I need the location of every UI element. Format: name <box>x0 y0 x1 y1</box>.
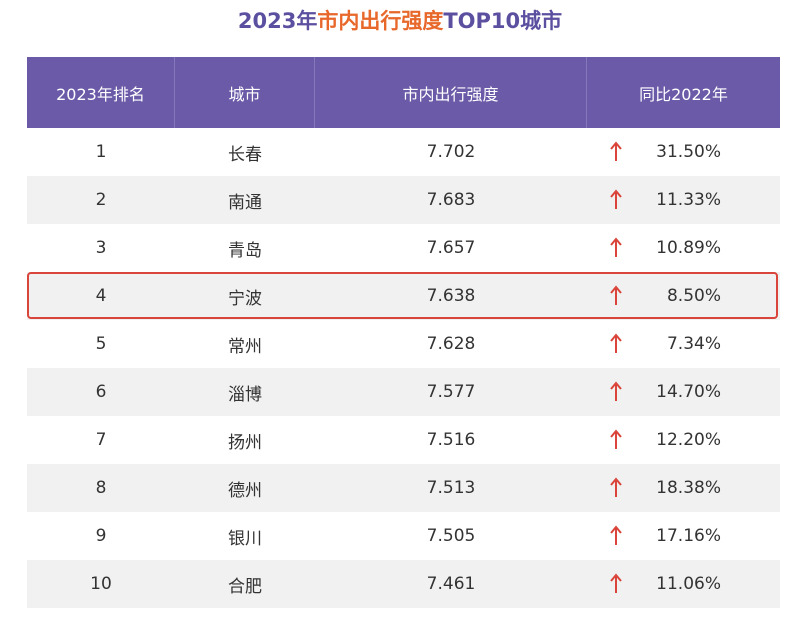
yoy-cell: 14.70% <box>587 368 780 416</box>
rank-cell: 7 <box>95 430 107 450</box>
yoy-value: 14.70% <box>656 382 721 402</box>
table-row: 4 宁波 7.638 8.50% <box>27 272 780 320</box>
yoy-value: 11.06% <box>656 574 721 594</box>
rank-cell: 3 <box>95 238 107 258</box>
up-arrow-icon <box>610 285 622 305</box>
yoy-value: 12.20% <box>656 430 721 450</box>
yoy-value: 8.50% <box>666 286 721 306</box>
header-city: 城市 <box>175 57 315 128</box>
intensity-cell: 7.505 <box>426 526 476 546</box>
yoy-cell: 18.38% <box>587 464 780 512</box>
yoy-value: 17.16% <box>656 526 721 546</box>
yoy-cell: 11.33% <box>587 176 780 224</box>
rank-cell: 9 <box>95 526 107 546</box>
table-row: 9 银川 7.505 17.16% <box>27 512 780 560</box>
yoy-cell: 12.20% <box>587 416 780 464</box>
header-rank: 2023年排名 <box>27 57 175 128</box>
table-row: 2 南通 7.683 11.33% <box>27 176 780 224</box>
yoy-cell: 7.34% <box>587 320 780 368</box>
up-arrow-icon <box>610 381 622 401</box>
city-cell: 青岛 <box>228 240 262 261</box>
city-cell: 长春 <box>228 144 262 165</box>
chart-title: 2023年市内出行强度TOP10城市 <box>0 6 800 36</box>
up-arrow-icon <box>610 525 622 545</box>
city-cell: 常州 <box>228 336 262 357</box>
table-row: 3 青岛 7.657 10.89% <box>27 224 780 272</box>
yoy-cell: 10.89% <box>587 224 780 272</box>
table-row: 6 淄博 7.577 14.70% <box>27 368 780 416</box>
city-cell: 银川 <box>228 528 262 549</box>
up-arrow-icon <box>610 333 622 353</box>
up-arrow-icon <box>610 477 622 497</box>
intensity-cell: 7.657 <box>426 238 476 258</box>
yoy-value: 10.89% <box>656 238 721 258</box>
up-arrow-icon <box>610 141 622 161</box>
header-intensity: 市内出行强度 <box>315 57 587 128</box>
rank-cell: 1 <box>95 142 107 162</box>
table-row: 8 德州 7.513 18.38% <box>27 464 780 512</box>
yoy-value: 11.33% <box>656 190 721 210</box>
rank-cell: 4 <box>95 286 107 306</box>
intensity-cell: 7.638 <box>426 286 476 306</box>
up-arrow-icon <box>610 429 622 449</box>
table-row: 5 常州 7.628 7.34% <box>27 320 780 368</box>
table-row: 7 扬州 7.516 12.20% <box>27 416 780 464</box>
city-cell: 南通 <box>228 192 262 213</box>
intensity-cell: 7.513 <box>426 478 476 498</box>
table-row: 10 合肥 7.461 11.06% <box>27 560 780 608</box>
city-cell: 宁波 <box>228 288 262 309</box>
ranking-table: 2023年排名 城市 市内出行强度 同比2022年 1 长春 7.702 31.50%… <box>27 57 780 608</box>
title-metric: 市内出行强度 <box>317 9 444 33</box>
rank-cell: 10 <box>90 574 112 594</box>
intensity-cell: 7.516 <box>426 430 476 450</box>
rank-cell: 5 <box>95 334 107 354</box>
table-body: 1 长春 7.702 31.50% 2 南通 7.683 11.33% 3 青岛 7.657 10.8… <box>27 128 780 608</box>
intensity-cell: 7.628 <box>426 334 476 354</box>
yoy-value: 7.34% <box>666 334 721 354</box>
yoy-cell: 11.06% <box>587 560 780 608</box>
rank-cell: 8 <box>95 478 107 498</box>
city-cell: 德州 <box>228 480 262 501</box>
intensity-cell: 7.702 <box>426 142 476 162</box>
intensity-cell: 7.577 <box>426 382 476 402</box>
city-cell: 淄博 <box>228 384 262 405</box>
up-arrow-icon <box>610 189 622 209</box>
yoy-cell: 31.50% <box>587 128 780 176</box>
up-arrow-icon <box>610 573 622 593</box>
intensity-cell: 7.683 <box>426 190 476 210</box>
city-cell: 扬州 <box>228 432 262 453</box>
yoy-value: 18.38% <box>656 478 721 498</box>
table-header: 2023年排名 城市 市内出行强度 同比2022年 <box>27 57 780 128</box>
yoy-cell: 8.50% <box>587 272 780 320</box>
up-arrow-icon <box>610 237 622 257</box>
rank-cell: 6 <box>95 382 107 402</box>
title-suffix: TOP10城市 <box>443 9 563 33</box>
rank-cell: 2 <box>95 190 107 210</box>
title-year: 2023年 <box>237 9 318 33</box>
city-cell: 合肥 <box>228 576 262 597</box>
table-row: 1 长春 7.702 31.50% <box>27 128 780 176</box>
yoy-value: 31.50% <box>656 142 721 162</box>
header-yoy: 同比2022年 <box>639 84 728 104</box>
intensity-cell: 7.461 <box>426 574 476 594</box>
yoy-cell: 17.16% <box>587 512 780 560</box>
